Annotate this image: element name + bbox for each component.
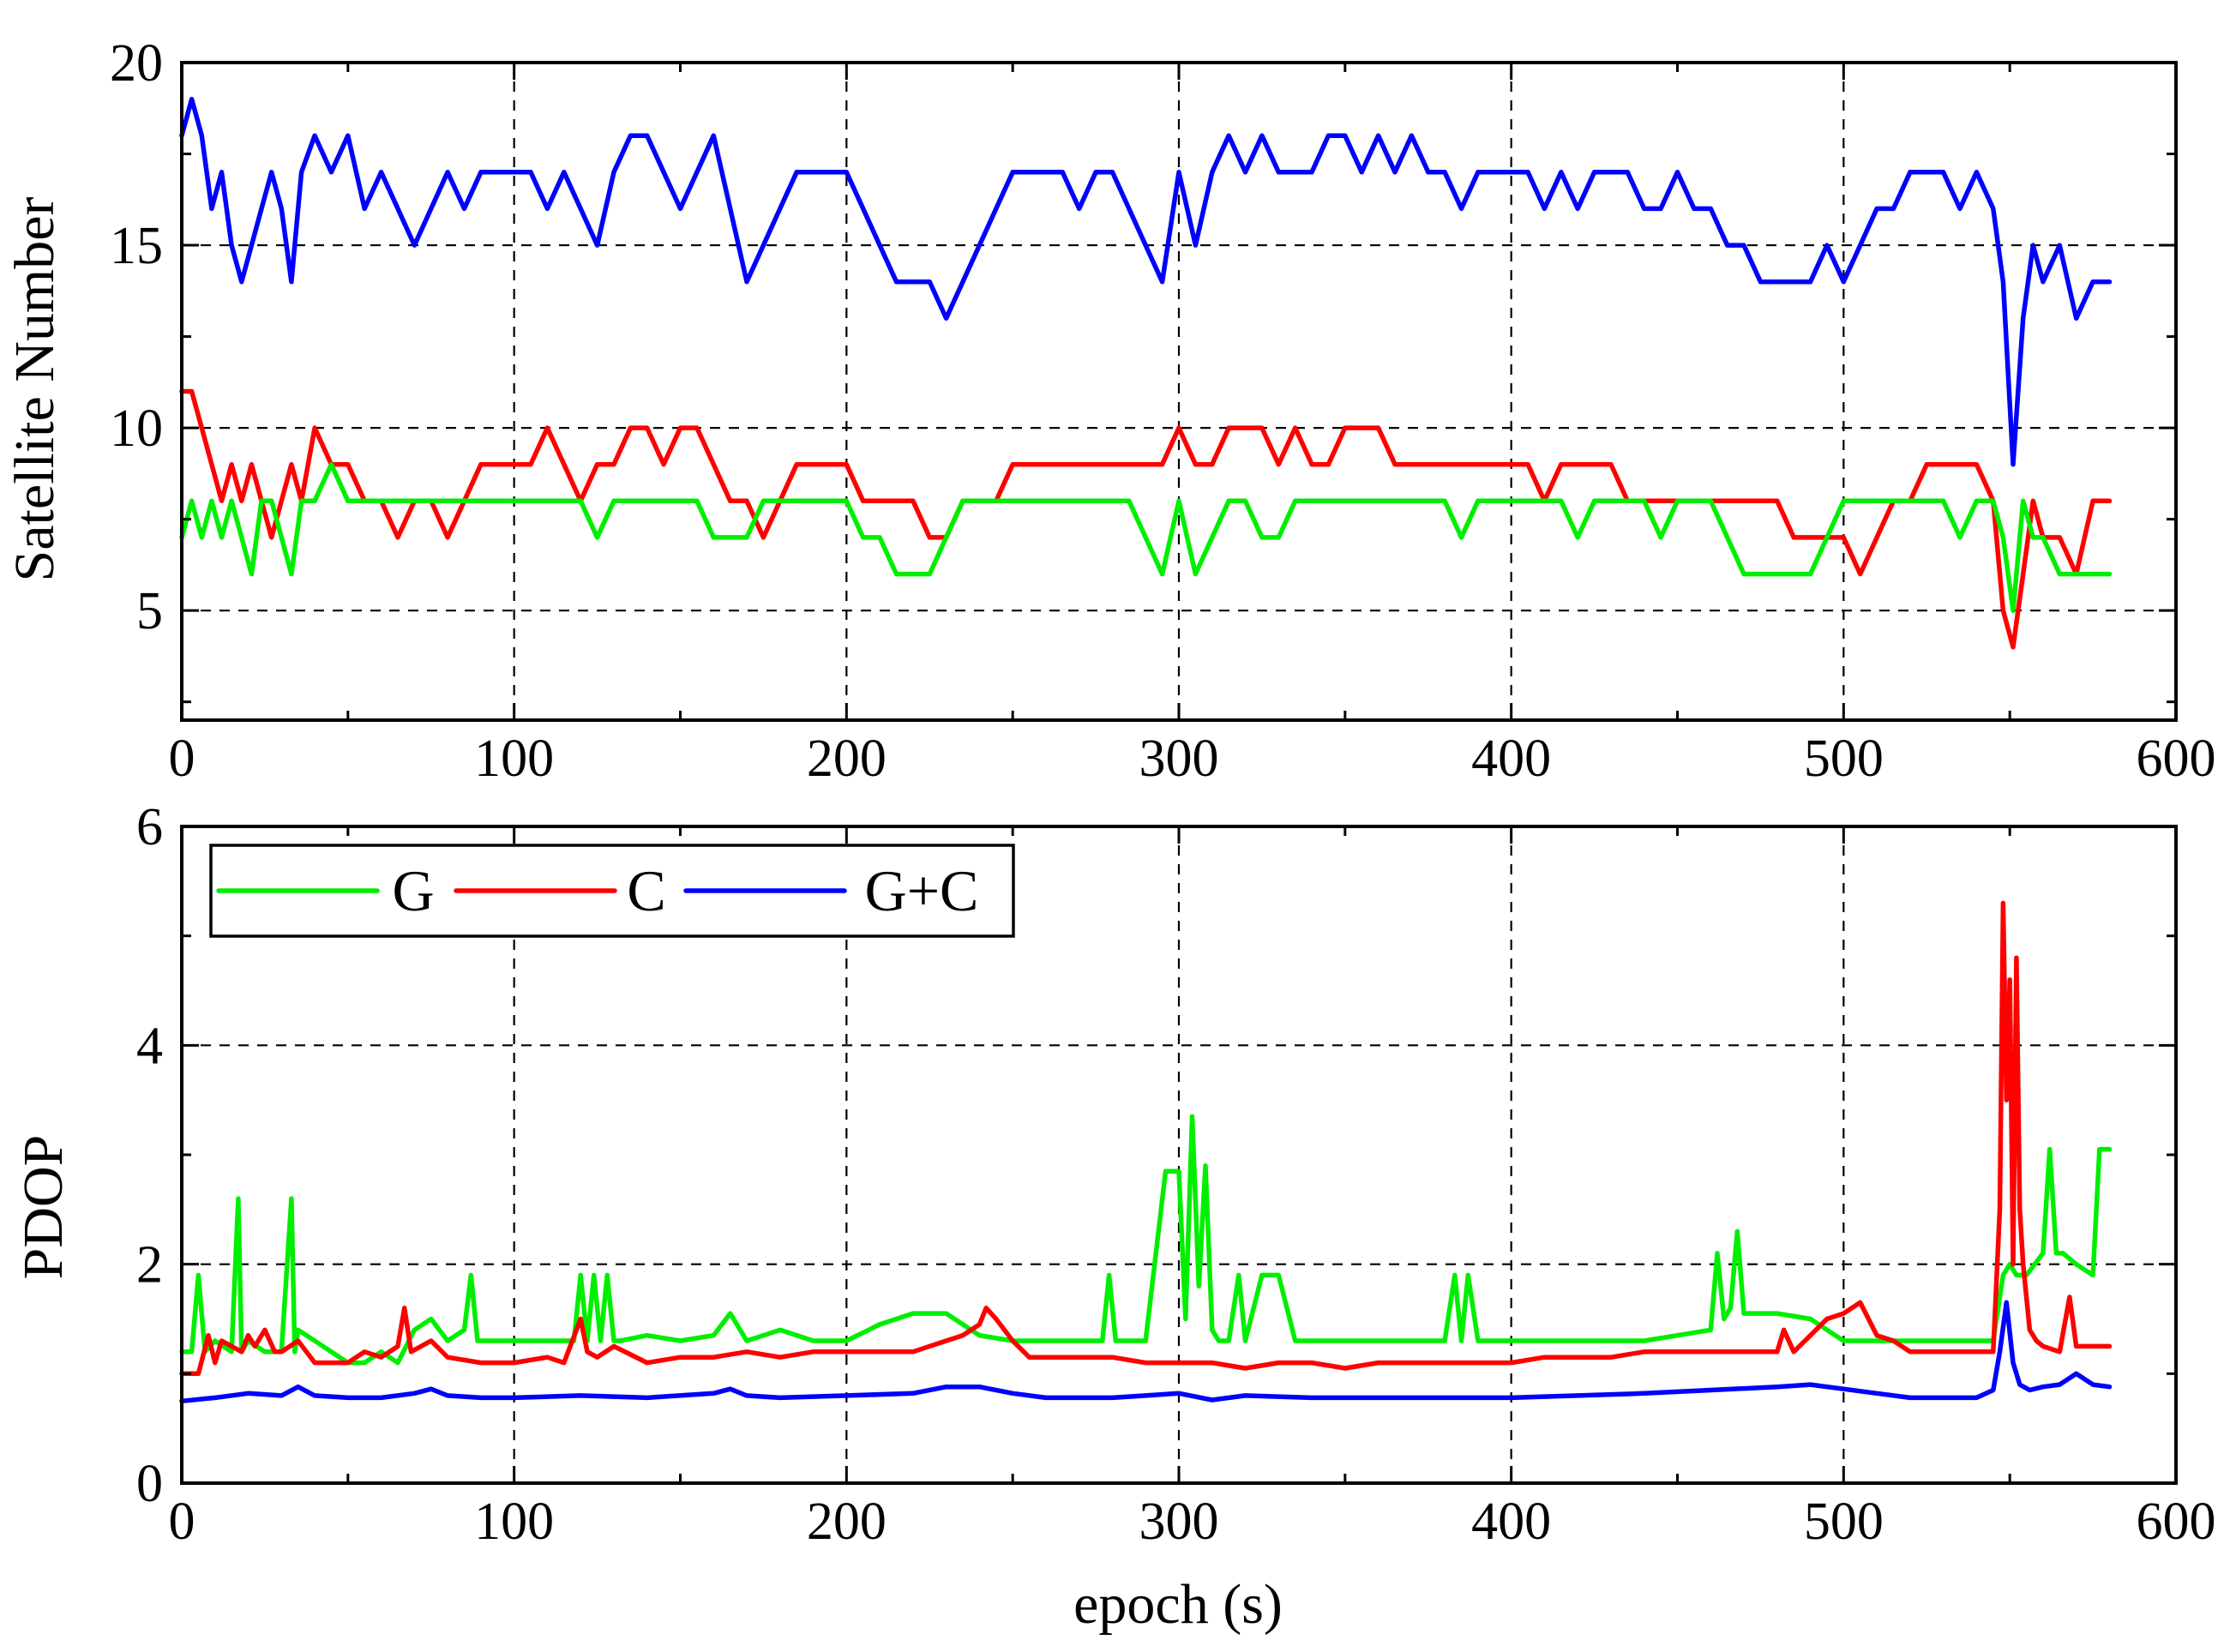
bottom-axes <box>180 825 2178 1485</box>
bottom-grid <box>182 826 2176 1483</box>
bottom-x-tick-label: 600 <box>2137 1493 2216 1551</box>
bottom-x-tick-label: 500 <box>1804 1493 1884 1551</box>
bottom-x-axis-title: epoch (s) <box>1073 1573 1283 1636</box>
bottom-y-tick-label: 0 <box>136 1455 163 1513</box>
bottom-y-tick-label: 6 <box>136 798 163 856</box>
bottom-y-tick-label: 2 <box>136 1236 163 1295</box>
bottom-x-tick-label: 300 <box>1139 1493 1219 1551</box>
top-y-tick-label: 5 <box>136 582 163 640</box>
legend-label-gc: G+C <box>865 858 979 923</box>
top-x-tick-label: 600 <box>2137 730 2216 788</box>
bottom-y-axis-title: PDOP <box>12 1135 75 1280</box>
bottom-x-tick-label: 200 <box>807 1493 887 1551</box>
top-y-tick-label: 20 <box>110 34 163 93</box>
satellite-number-panel: Satellite Number 0 100 200 300 400 500 600 5 10 1… <box>3 34 2216 788</box>
top-y-tick-label: 15 <box>110 217 163 275</box>
top-x-tick-label: 200 <box>807 730 887 788</box>
bottom-labels: PDOP epoch (s) 0 100 200 300 400 500 600 0 2 4 6 <box>12 798 2216 1636</box>
pdop-panel: PDOP epoch (s) 0 100 200 300 400 500 600 0 2 4 6 G… <box>12 798 2216 1636</box>
bottom-x-tick-label: 100 <box>474 1493 554 1551</box>
top-series-g <box>179 461 2113 613</box>
bottom-y-tick-label: 4 <box>136 1017 163 1075</box>
top-y-tick-label: 10 <box>110 399 163 458</box>
bottom-series-c <box>179 900 2113 1377</box>
top-x-tick-label: 400 <box>1471 730 1551 788</box>
top-grid <box>182 63 2176 720</box>
top-series-c <box>179 388 2113 650</box>
bottom-x-tick-label: 400 <box>1471 1493 1551 1551</box>
top-labels: Satellite Number 0 100 200 300 400 500 600 5 10 1… <box>3 34 2216 788</box>
bottom-series <box>179 900 2113 1404</box>
bottom-series-g <box>179 1114 2113 1366</box>
top-axes <box>180 61 2178 722</box>
top-x-tick-label: 500 <box>1804 730 1884 788</box>
top-x-tick-label: 0 <box>169 730 195 788</box>
top-series <box>179 96 2113 650</box>
legend-label-c: C <box>627 858 665 923</box>
top-x-tick-label: 100 <box>474 730 554 788</box>
top-x-tick-label: 300 <box>1139 730 1219 788</box>
legend: G C G+C <box>209 844 1015 938</box>
top-series-gplusc <box>179 96 2113 467</box>
bottom-x-tick-label: 0 <box>169 1493 195 1551</box>
bottom-series-gplusc <box>179 1300 2113 1404</box>
top-y-axis-title: Satellite Number <box>3 196 66 581</box>
legend-label-g: G <box>392 858 434 923</box>
